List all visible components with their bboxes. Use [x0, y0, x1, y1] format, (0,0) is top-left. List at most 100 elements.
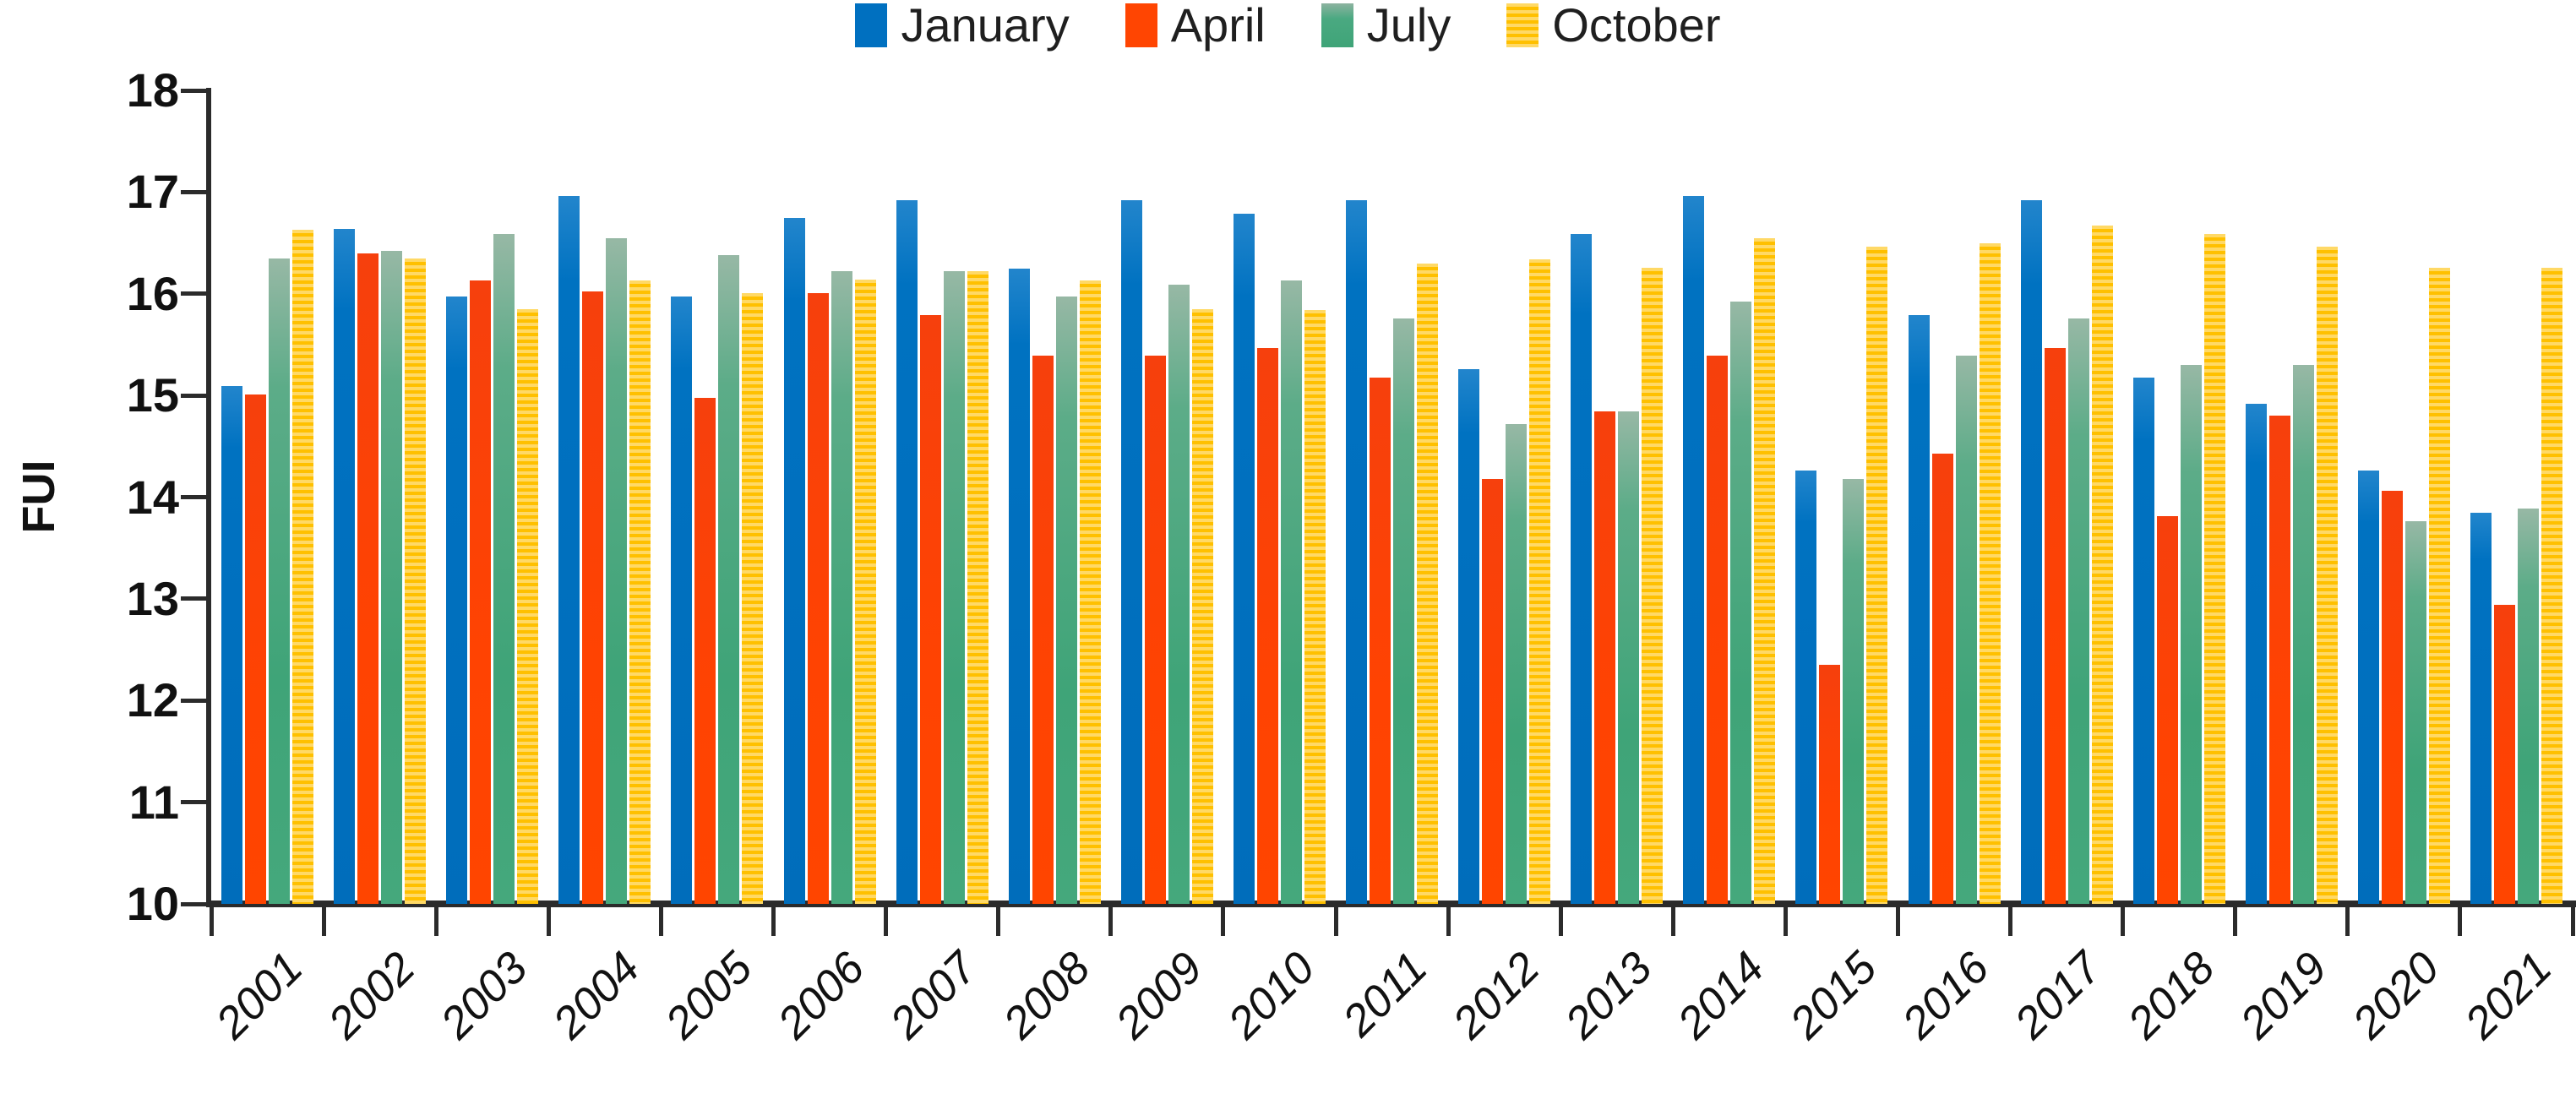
y-tick-label-14: 14	[126, 470, 179, 524]
x-tick-12	[1558, 904, 1563, 936]
bar-2016-january	[1908, 315, 1930, 904]
bar-2010-april	[1256, 347, 1278, 904]
x-tick-14	[1783, 904, 1788, 936]
y-tick-13	[181, 596, 211, 601]
x-tick-label-2021: 2021	[2455, 942, 2562, 1048]
x-tick-label-2011: 2011	[1333, 942, 1437, 1047]
legend-label-january: January	[901, 0, 1070, 52]
legend-swatch-october	[1506, 3, 1539, 47]
bar-2007-july	[943, 271, 965, 904]
bar-2003-april	[470, 280, 492, 904]
bar-2005-april	[694, 397, 716, 904]
bar-2003-october	[517, 308, 539, 904]
bar-2005-october	[742, 292, 764, 904]
bar-2016-october	[1979, 242, 2001, 904]
x-tick-label-2014: 2014	[1668, 942, 1774, 1048]
bar-2001-april	[245, 394, 266, 904]
bar-2010-january	[1233, 213, 1255, 904]
bar-2010-july	[1280, 280, 1302, 904]
legend-label-october: October	[1552, 0, 1721, 52]
x-tick-label-2004: 2004	[543, 942, 650, 1048]
x-tick-label-2003: 2003	[431, 942, 537, 1048]
legend-item-october: October	[1506, 0, 1721, 52]
bar-2011-january	[1346, 200, 1367, 904]
y-tick-label-18: 18	[126, 63, 179, 117]
x-tick-15	[1895, 904, 1900, 936]
x-tick-9	[1221, 904, 1226, 936]
x-axis-line	[206, 901, 2576, 907]
bar-2020-october	[2428, 267, 2450, 904]
y-tick-15	[181, 393, 211, 398]
bar-2009-october	[1191, 308, 1213, 904]
x-tick-13	[1670, 904, 1675, 936]
bar-2017-january	[2020, 200, 2042, 904]
bar-2005-july	[718, 255, 740, 904]
bar-2008-october	[1079, 280, 1101, 904]
y-tick-17	[181, 189, 211, 194]
bar-2002-january	[334, 228, 356, 904]
bar-2009-january	[1120, 200, 1142, 904]
bar-2002-october	[405, 258, 427, 904]
bar-2008-april	[1032, 356, 1054, 904]
bar-2012-october	[1529, 258, 1551, 904]
bar-2015-july	[1843, 478, 1865, 904]
bar-2014-april	[1707, 356, 1729, 904]
plot-area	[211, 90, 2573, 904]
bar-2017-april	[2044, 347, 2066, 904]
y-tick-14	[181, 495, 211, 499]
x-tick-21	[2570, 904, 2575, 936]
bar-2008-january	[1008, 268, 1030, 904]
bar-2020-january	[2357, 471, 2379, 904]
x-tick-17	[2121, 904, 2126, 936]
x-tick-16	[2008, 904, 2012, 936]
bar-2007-january	[896, 200, 918, 904]
bar-2001-january	[221, 386, 242, 904]
x-tick-label-2010: 2010	[1218, 942, 1325, 1048]
bar-2013-april	[1594, 411, 1616, 904]
bar-2001-october	[292, 229, 313, 904]
x-tick-2	[433, 904, 438, 936]
x-tick-label-2008: 2008	[994, 942, 1100, 1048]
bar-2019-january	[2245, 403, 2267, 904]
x-tick-label-2013: 2013	[1555, 942, 1662, 1048]
bar-2005-january	[671, 297, 693, 904]
y-tick-label-16: 16	[126, 266, 179, 320]
bar-2004-october	[629, 280, 651, 904]
bar-2012-january	[1458, 368, 1480, 904]
bar-2006-october	[854, 279, 876, 904]
bar-2006-july	[831, 271, 852, 904]
bar-2004-july	[606, 237, 628, 904]
x-tick-label-2019: 2019	[2230, 942, 2337, 1048]
bar-2019-july	[2292, 365, 2314, 904]
bar-2007-april	[919, 315, 941, 904]
bar-2014-january	[1683, 196, 1705, 904]
bar-2013-january	[1571, 233, 1593, 904]
legend-item-july: July	[1321, 2, 1451, 49]
bar-2018-april	[2156, 516, 2178, 904]
x-tick-label-2007: 2007	[880, 942, 987, 1048]
bar-2011-april	[1370, 377, 1391, 904]
y-tick-label-11: 11	[128, 775, 179, 829]
x-tick-5	[771, 904, 776, 936]
bar-2017-july	[2067, 318, 2089, 904]
bar-2021-january	[2470, 512, 2492, 904]
bar-2015-april	[1819, 665, 1841, 904]
x-tick-18	[2233, 904, 2238, 936]
bar-2011-july	[1393, 318, 1414, 904]
y-tick-10	[181, 901, 211, 906]
y-tick-12	[181, 698, 211, 703]
bar-2015-october	[1866, 247, 1888, 904]
bar-2006-april	[807, 292, 829, 904]
y-tick-11	[181, 800, 211, 805]
x-tick-20	[2458, 904, 2463, 936]
bar-2017-october	[2091, 226, 2113, 904]
bar-2012-april	[1482, 478, 1504, 904]
bar-2013-july	[1618, 411, 1640, 904]
x-tick-label-2018: 2018	[2118, 942, 2225, 1048]
bar-2015-january	[1795, 471, 1817, 904]
legend-swatch-january	[855, 3, 888, 47]
bar-2020-july	[2404, 521, 2426, 904]
x-tick-label-2001: 2001	[206, 942, 313, 1048]
x-tick-label-2002: 2002	[319, 942, 425, 1048]
